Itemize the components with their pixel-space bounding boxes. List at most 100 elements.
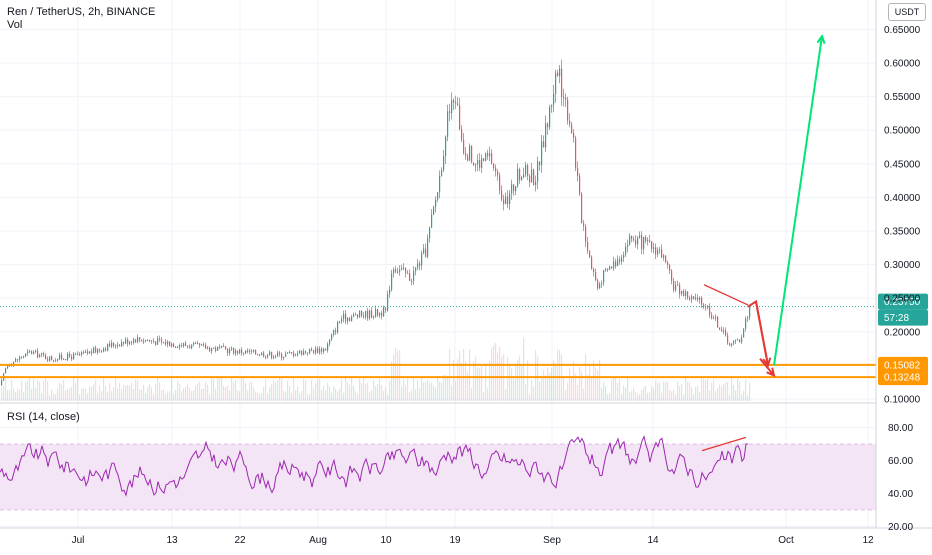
candle-body <box>179 345 181 348</box>
candle-body <box>437 192 439 200</box>
volume-bar <box>583 388 585 401</box>
volume-label: Vol <box>7 19 23 31</box>
candle-body <box>329 339 331 344</box>
volume-bar <box>489 360 491 401</box>
volume-bar <box>443 374 445 401</box>
candle-body <box>467 155 469 161</box>
volume-bar <box>509 365 511 401</box>
candle-body <box>423 248 425 254</box>
volume-bar <box>255 391 257 401</box>
candle-body <box>83 352 85 354</box>
last-price-tag: 0.23750 <box>884 297 921 308</box>
candle-body <box>609 266 611 270</box>
candle-body <box>127 339 129 344</box>
candle-body <box>677 284 679 286</box>
volume-bar <box>67 389 69 401</box>
rsi-axis-tick: 20.00 <box>888 522 913 533</box>
candle-body <box>461 129 463 140</box>
volume-bar <box>53 393 55 401</box>
volume-bars <box>1 337 751 401</box>
rsi-axis-tick: 40.00 <box>888 489 913 500</box>
candle-body <box>245 350 247 354</box>
volume-bar <box>693 394 695 401</box>
candle-body <box>413 270 415 281</box>
volume-bar <box>411 389 413 401</box>
volume-bar <box>319 379 321 401</box>
volume-bar <box>269 387 271 401</box>
volume-bar <box>597 370 599 401</box>
candle-body <box>747 317 749 319</box>
volume-bar <box>153 394 155 401</box>
volume-bar <box>343 392 345 401</box>
volume-bar <box>3 385 5 401</box>
candle-body <box>37 350 39 358</box>
volume-bar <box>449 348 451 401</box>
candle-body <box>501 190 503 200</box>
volume-bar <box>627 377 629 401</box>
volume-bar <box>11 379 13 401</box>
volume-bar <box>405 385 407 401</box>
volume-bar <box>389 381 391 401</box>
volume-bar <box>281 378 283 401</box>
volume-bar <box>633 387 635 401</box>
volume-bar <box>99 385 101 401</box>
volume-bar <box>23 391 25 401</box>
candle-body <box>443 155 445 171</box>
support-lines <box>0 363 876 379</box>
candle-body <box>125 339 127 344</box>
candle-body <box>737 339 739 341</box>
volume-bar <box>455 380 457 401</box>
time-axis-label: 14 <box>647 535 659 546</box>
candle-body <box>41 353 43 355</box>
candle-body <box>551 104 553 108</box>
candle-body <box>433 206 435 215</box>
candle-body <box>9 365 11 367</box>
candle-body <box>121 341 123 347</box>
volume-bar <box>327 382 329 401</box>
candle-body <box>497 171 499 176</box>
volume-bar <box>421 377 423 401</box>
currency-badge[interactable]: USDT <box>888 3 926 21</box>
candle-body <box>69 353 71 357</box>
volume-bar <box>49 394 51 401</box>
time-axis-label: 22 <box>234 535 246 546</box>
candle-body <box>297 353 299 356</box>
candle-body <box>369 310 371 319</box>
candle-body <box>463 139 465 154</box>
candle-body <box>585 226 587 243</box>
volume-bar <box>415 389 417 401</box>
volume-bar <box>737 378 739 401</box>
volume-bar <box>209 394 211 401</box>
candle-body <box>287 352 289 354</box>
candle-body <box>519 169 521 181</box>
candle-body <box>565 97 567 100</box>
support-upper-tag: 0.15082 <box>884 360 921 371</box>
volume-bar <box>669 389 671 401</box>
candle-body <box>451 100 453 114</box>
time-axis-label: 12 <box>862 535 874 546</box>
candle-body <box>165 341 167 345</box>
candle-body <box>483 158 485 161</box>
volume-bar <box>373 379 375 401</box>
candle-body <box>509 193 511 205</box>
volume-bar <box>135 379 137 401</box>
candle-body <box>235 350 237 354</box>
candle-body <box>605 268 607 271</box>
volume-bar <box>75 383 77 401</box>
candle-body <box>155 341 157 345</box>
volume-bar <box>665 381 667 401</box>
candle-body <box>545 123 547 148</box>
volume-bar <box>369 391 371 401</box>
volume-bar <box>733 384 735 401</box>
candle-body <box>527 165 529 176</box>
candle-body <box>721 329 723 332</box>
candle-body <box>321 348 323 352</box>
volume-bar <box>721 386 723 401</box>
candle-body <box>143 341 145 343</box>
volume-bar <box>329 386 331 401</box>
candle-body <box>573 132 575 139</box>
candle-body <box>87 351 89 354</box>
candle-body <box>93 347 95 354</box>
